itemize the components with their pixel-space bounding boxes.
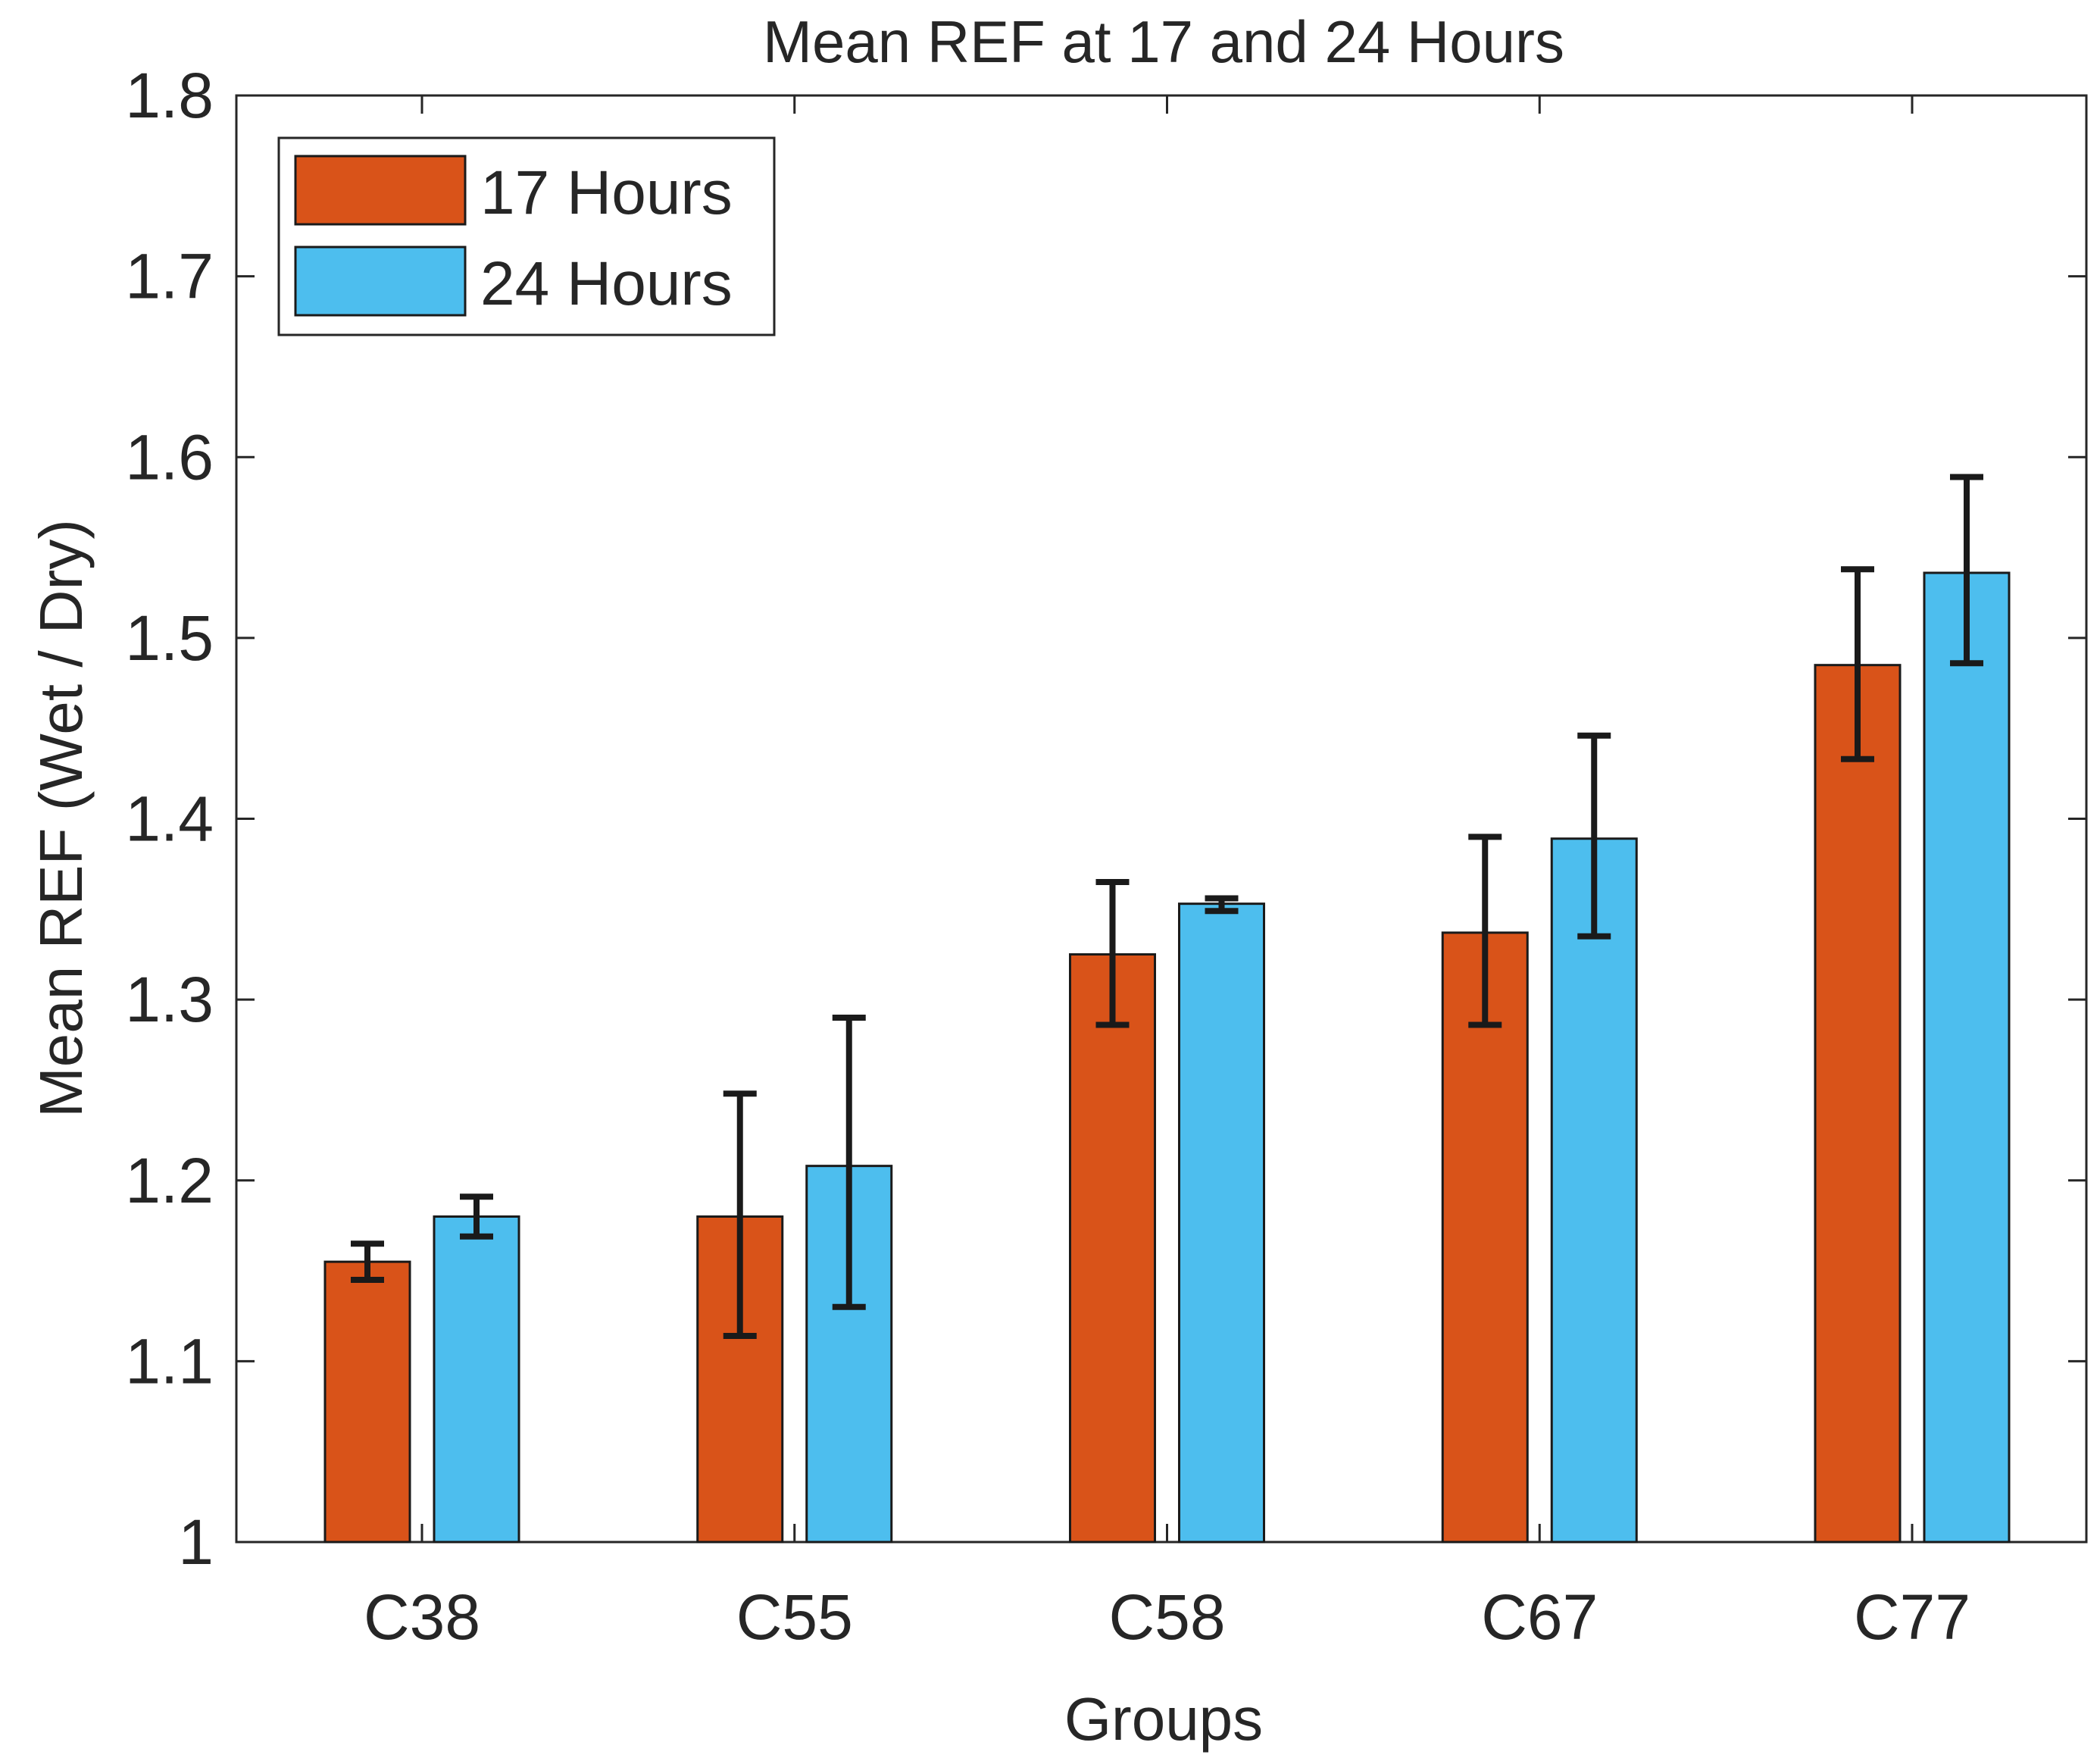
y-tick-label: 1.1: [125, 1325, 214, 1397]
y-tick-label: 1.7: [125, 241, 214, 312]
x-tick-label: C58: [1108, 1581, 1225, 1653]
legend: 17 Hours 24 Hours: [277, 136, 776, 336]
y-axis-label: Mean REF (Wet / Dry): [27, 519, 95, 1118]
x-tick-label: C77: [1854, 1581, 1970, 1653]
bar-17-hours-c67: [1441, 931, 1529, 1544]
x-tick-label: C55: [736, 1581, 853, 1653]
bar-24-hours-c67: [1550, 837, 1638, 1544]
plot-area: 1 1.1 1.2 1.3 1.4 1.5 1.6 1.7 1.8 C38 C55 C58 C67 C77: [125, 60, 2088, 1653]
legend-label: 17 Hours: [480, 158, 733, 227]
bar-24-hours-c77: [1923, 571, 2011, 1544]
bar-17-hours-c77: [1814, 664, 1902, 1544]
y-tick-label: 1.4: [125, 784, 214, 855]
y-tick-label: 1: [178, 1506, 214, 1578]
bar-17-hours-c58: [1069, 953, 1156, 1544]
y-tick-label: 1.5: [125, 602, 214, 674]
x-axis-label: Groups: [1064, 1685, 1263, 1753]
x-tick-label: C38: [364, 1581, 480, 1653]
y-tick-label: 1.3: [125, 964, 214, 1035]
legend-swatch: [294, 155, 467, 226]
chart-title: Mean REF at 17 and 24 Hours: [763, 8, 1564, 75]
y-tick-label: 1.2: [125, 1145, 214, 1216]
bar-24-hours-c58: [1178, 902, 1265, 1544]
bar-24-hours-c38: [433, 1215, 520, 1544]
y-tick-label: 1.6: [125, 421, 214, 493]
x-tick-label: C67: [1481, 1581, 1598, 1653]
legend-swatch: [294, 246, 467, 317]
y-tick-label: 1.8: [125, 60, 214, 131]
bar-17-hours-c38: [323, 1260, 411, 1544]
legend-label: 24 Hours: [480, 249, 733, 318]
